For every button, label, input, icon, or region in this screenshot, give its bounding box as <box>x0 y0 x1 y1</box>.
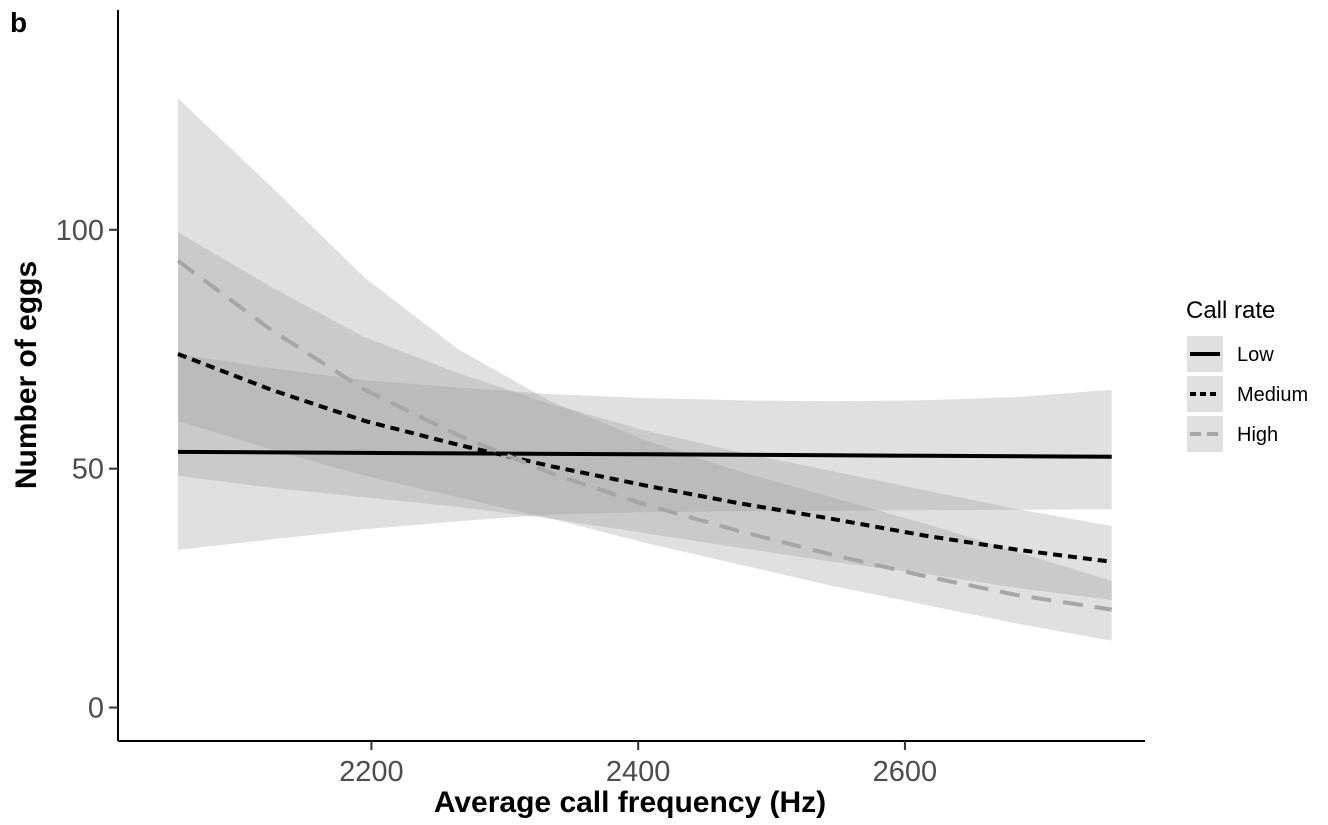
y-tick-label: 100 <box>56 215 104 247</box>
x-tick-label: 2200 <box>339 756 404 788</box>
legend-label-low: Low <box>1237 344 1274 366</box>
axes <box>117 10 1145 742</box>
x-tick-label: 2600 <box>873 756 938 788</box>
panel-label: b <box>10 7 27 38</box>
series-line-low <box>177 449 1112 459</box>
legend-title: Call rate <box>1186 297 1275 324</box>
legend-label-high: High <box>1237 424 1278 446</box>
series-line-medium <box>177 352 1112 564</box>
x-axis-title: Average call frequency (Hz) <box>434 786 826 819</box>
series-lines <box>176 259 1113 612</box>
legend-label-medium: Medium <box>1237 384 1308 406</box>
y-axis-title: Number of eggs <box>10 261 43 489</box>
ci-ribbon-medium <box>178 232 1112 601</box>
series-line-high <box>176 259 1113 612</box>
y-tick-label: 0 <box>88 693 104 725</box>
x-tick-label: 2400 <box>606 756 671 788</box>
legend: Call rate Low Medium High <box>1186 297 1308 452</box>
ci-ribbon-low <box>178 354 1112 550</box>
y-tick-label: 50 <box>72 454 104 486</box>
ci-ribbon-high <box>178 98 1112 641</box>
x-axis-ticks: 2200 2400 2600 <box>339 741 937 788</box>
confidence-ribbons <box>178 98 1112 641</box>
y-axis-ticks: 0 50 100 <box>56 215 118 725</box>
